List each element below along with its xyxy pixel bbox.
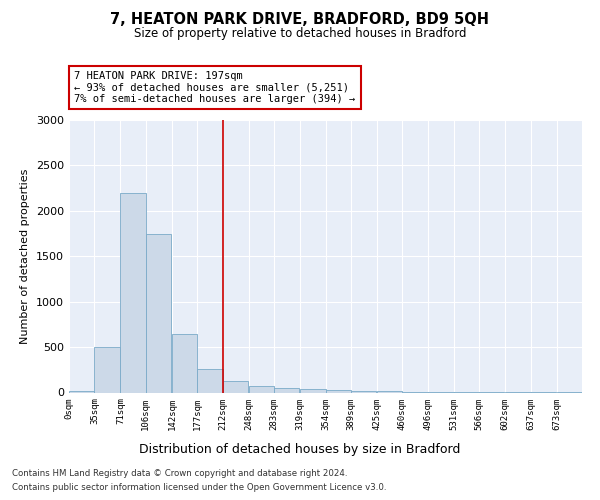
Text: Contains public sector information licensed under the Open Government Licence v3: Contains public sector information licen… bbox=[12, 484, 386, 492]
Bar bbox=[121, 192, 146, 392]
Bar bbox=[146, 234, 171, 392]
Bar bbox=[172, 334, 197, 392]
Text: 7, HEATON PARK DRIVE, BRADFORD, BD9 5QH: 7, HEATON PARK DRIVE, BRADFORD, BD9 5QH bbox=[110, 12, 490, 28]
Bar bbox=[94, 347, 120, 393]
Bar bbox=[197, 370, 223, 392]
Bar bbox=[69, 390, 94, 392]
Text: 7 HEATON PARK DRIVE: 197sqm
← 93% of detached houses are smaller (5,251)
7% of s: 7 HEATON PARK DRIVE: 197sqm ← 93% of det… bbox=[74, 71, 355, 104]
Bar bbox=[351, 391, 376, 392]
Text: Contains HM Land Registry data © Crown copyright and database right 2024.: Contains HM Land Registry data © Crown c… bbox=[12, 468, 347, 477]
Bar bbox=[223, 380, 248, 392]
Text: Size of property relative to detached houses in Bradford: Size of property relative to detached ho… bbox=[134, 28, 466, 40]
Bar bbox=[274, 388, 299, 392]
Bar bbox=[300, 389, 325, 392]
Text: Distribution of detached houses by size in Bradford: Distribution of detached houses by size … bbox=[139, 442, 461, 456]
Bar bbox=[325, 390, 351, 392]
Y-axis label: Number of detached properties: Number of detached properties bbox=[20, 168, 31, 344]
Bar bbox=[248, 386, 274, 392]
